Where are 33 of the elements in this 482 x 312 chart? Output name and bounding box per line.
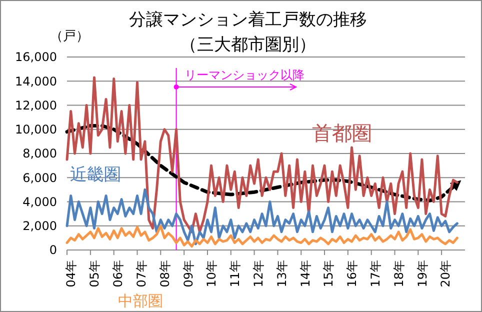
x-tick-label: 05年 [88,260,102,288]
y-axis-title: （戸） [50,29,89,44]
y-tick-label: 14,000 [15,74,57,88]
line-series [66,188,458,246]
y-tick-label: 0 [49,243,57,258]
x-tick-label: 04年 [64,260,78,288]
x-tick-label: 14年 [298,260,312,288]
y-tick-label: 12,000 [15,98,57,112]
x-tick-label: 07年 [134,260,148,288]
chart-title: 分譲マンション着工戸数の推移 [129,10,367,30]
x-tick-label: 16年 [345,260,360,288]
line-series [66,224,458,248]
x-tick-label: 15年 [322,260,336,288]
x-tick-label: 20年 [438,260,453,288]
y-tick-label: 8,000 [22,146,57,161]
text: 中部圏 [118,292,163,310]
x-tick-label: 12年 [251,260,266,288]
chart-subtitle: （三大都市圏別） [180,35,316,55]
x-tick-label: 10年 [204,260,219,288]
x-tick-label: 11年 [228,260,242,288]
x-tick-label: 19年 [415,260,430,288]
x-tick-label: 06年 [111,260,126,288]
y-tick-label: 2,000 [22,219,57,234]
x-tick-label: 13年 [274,260,289,288]
y-tick-label: 10,000 [15,122,57,137]
ref-line-label: リーマンショック以降 [184,68,304,82]
y-tick-label: 4,000 [22,194,57,209]
x-tick-label: 09年 [181,260,196,288]
x-tick-label: 17年 [368,260,383,288]
y-tick-label: 6,000 [22,170,57,185]
y-tick-label: 16,000 [15,50,57,64]
x-tick-label: 08年 [158,260,172,288]
x-tick-label: 18年 [392,260,406,288]
